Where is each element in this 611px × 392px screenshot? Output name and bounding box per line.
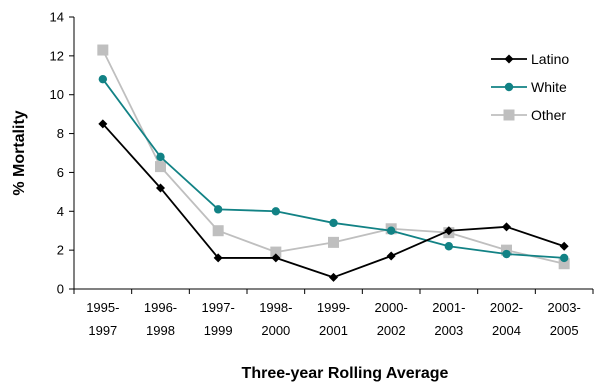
data-point-other — [328, 236, 339, 248]
x-tick-label: 1999-2001 — [317, 300, 350, 338]
data-point-white — [98, 74, 108, 84]
x-tick-label: 2003-2005 — [548, 300, 581, 338]
data-point-latino — [271, 253, 281, 263]
data-point-latino — [213, 253, 223, 263]
y-tick-label: 10 — [50, 87, 64, 102]
data-point-latino — [329, 272, 338, 282]
legend-marker-latino — [504, 54, 514, 64]
data-point-other — [155, 161, 166, 173]
data-point-other — [212, 225, 224, 237]
y-tick-label: 14 — [50, 10, 64, 25]
x-tick-label: 1995-1997 — [86, 300, 119, 338]
data-point-white — [156, 152, 165, 162]
y-tick-label: 4 — [57, 204, 64, 219]
y-axis-title: % Mortality — [11, 110, 28, 195]
x-tick-label: 1996-1998 — [144, 300, 177, 338]
data-point-white — [559, 253, 569, 263]
legend-marker-white — [504, 82, 514, 92]
data-point-white — [386, 226, 396, 235]
data-point-white — [213, 205, 223, 214]
y-tick-label: 2 — [57, 243, 64, 258]
data-point-latino — [98, 119, 108, 129]
legend-marker-other — [503, 109, 515, 121]
y-tick-label: 0 — [57, 282, 64, 297]
data-point-other — [270, 246, 282, 258]
data-point-other — [558, 258, 570, 270]
series-lines — [97, 44, 570, 282]
series-line-latino — [102, 123, 565, 279]
x-tick-label: 1997-1999 — [202, 300, 235, 338]
data-point-latino — [386, 251, 396, 261]
data-point-latino — [444, 226, 454, 236]
data-point-other — [97, 44, 109, 56]
legend-label-other: Other — [531, 107, 566, 123]
x-tick-label: 2002-2004 — [490, 300, 523, 338]
x-tick-label: 1998-2000 — [259, 300, 292, 338]
data-point-latino — [559, 241, 569, 251]
data-point-latino — [156, 183, 165, 193]
data-point-latino — [502, 222, 511, 232]
series-line-white — [102, 78, 565, 259]
x-axis-title: Three-year Rolling Average — [242, 365, 449, 382]
tick-labels: 0 2 4 6 8 10 12 14 1995-1997 1996-1998 1997-1999 19… — [50, 10, 581, 339]
data-point-white — [502, 249, 511, 259]
legend-label-latino: Latino — [531, 51, 569, 67]
x-tick-label: 2000-2002 — [375, 300, 408, 338]
y-tick-label: 12 — [50, 48, 64, 63]
data-point-white — [444, 242, 454, 251]
y-tick-label: 8 — [57, 126, 64, 141]
legend: Latino White Other — [491, 51, 569, 123]
data-point-white — [271, 207, 281, 216]
axes — [69, 16, 594, 294]
data-point-white — [329, 218, 338, 228]
legend-label-white: White — [531, 79, 567, 95]
x-tick-label: 2001-2003 — [432, 300, 465, 338]
series-line-other — [102, 49, 565, 265]
y-tick-label: 6 — [57, 165, 64, 180]
